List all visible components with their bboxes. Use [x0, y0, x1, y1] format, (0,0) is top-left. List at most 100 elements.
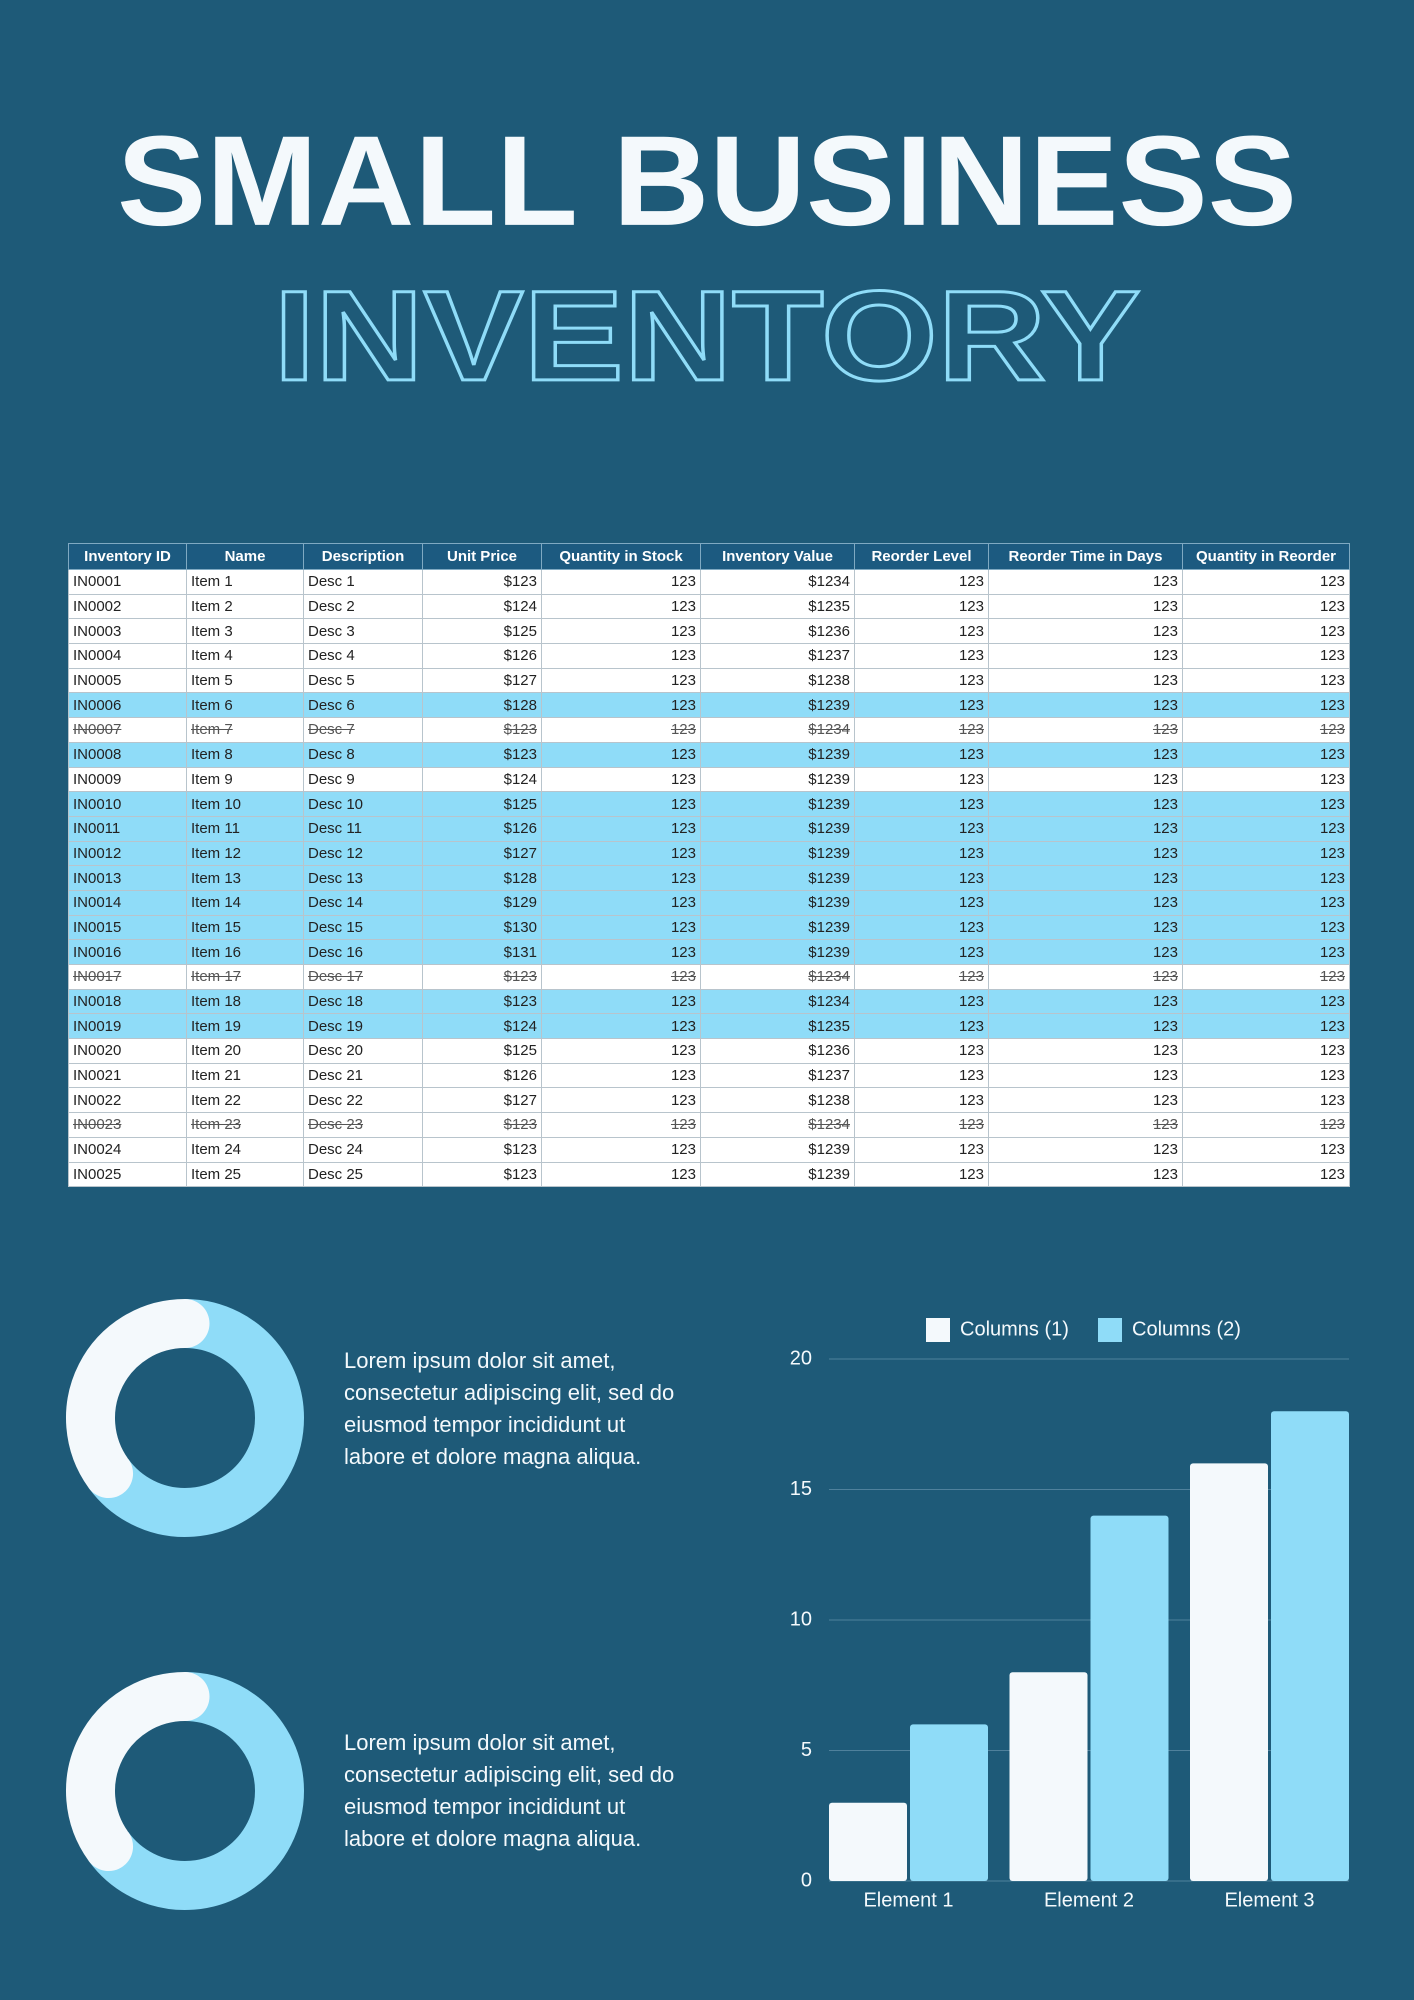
x-tick-label: Element 3: [1224, 1889, 1314, 1911]
table-row: IN0015 Item 15 Desc 15 $130 123 $1239 123 123 12…: [68, 914, 1350, 941]
table-row: IN0007 Item 7 Desc 7 $123 123 $1234 123 123 123: [68, 717, 1350, 743]
table-cell: 123: [541, 643, 701, 669]
table-row: IN0018 Item 18 Desc 18 $123 123 $1234 123 123 12…: [68, 988, 1350, 1015]
table-cell: Item 8: [186, 741, 304, 768]
table-cell: 123: [854, 1161, 989, 1188]
table-cell: Desc 17: [303, 964, 423, 990]
table-cell: IN0016: [68, 939, 187, 965]
column-header: Reorder Time in Days: [988, 543, 1183, 570]
table-cell: $1237: [700, 1062, 855, 1089]
table-cell: Desc 24: [303, 1136, 423, 1163]
table-cell: IN0025: [68, 1161, 187, 1188]
table-row: IN0005 Item 5 Desc 5 $127 123 $1238 123 123 123: [68, 667, 1350, 694]
table-cell: 123: [988, 791, 1183, 817]
table-cell: 123: [541, 766, 701, 793]
table-cell: Item 15: [186, 914, 304, 941]
table-cell: Item 10: [186, 791, 304, 817]
table-cell: 123: [541, 1161, 701, 1188]
table-cell: Item 24: [186, 1136, 304, 1163]
table-cell: IN0010: [68, 791, 187, 817]
table-cell: 123: [541, 692, 701, 719]
y-tick-label: 10: [790, 1608, 812, 1630]
table-cell: Desc 4: [303, 643, 423, 669]
table-row: IN0001 Item 1 Desc 1 $123 123 $1234 123 123 123: [68, 569, 1350, 595]
table-cell: 123: [988, 717, 1183, 743]
table-cell: 123: [541, 840, 701, 867]
table-cell: $128: [422, 865, 542, 891]
table-cell: 123: [988, 964, 1183, 990]
legend-label: Columns (2): [1132, 1318, 1241, 1340]
table-cell: 123: [988, 1038, 1183, 1064]
table-cell: IN0008: [68, 741, 187, 768]
table-row: IN0002 Item 2 Desc 2 $124 123 $1235 123 123 123: [68, 593, 1350, 620]
table-cell: 123: [988, 865, 1183, 891]
table-cell: $129: [422, 889, 542, 916]
donut-text: consectetur adipiscing elit, sed do: [344, 1380, 674, 1405]
table-cell: 123: [1182, 840, 1350, 867]
table-cell: $1234: [700, 569, 855, 595]
table-cell: Item 23: [186, 1112, 304, 1138]
table-cell: 123: [854, 840, 989, 867]
table-cell: 123: [541, 914, 701, 941]
table-cell: 123: [541, 1112, 701, 1138]
table-row: IN0010 Item 10 Desc 10 $125 123 $1239 123 123 12…: [68, 791, 1350, 817]
table-cell: 123: [1182, 643, 1350, 669]
table-row: IN0019 Item 19 Desc 19 $124 123 $1235 123 123 12…: [68, 1013, 1350, 1040]
table-cell: 123: [1182, 1161, 1350, 1188]
donut-text: eiusmod tempor incididunt ut: [344, 1412, 625, 1437]
donut-segment: [88, 1672, 304, 1910]
table-cell: 123: [854, 1112, 989, 1138]
table-cell: 123: [854, 643, 989, 669]
table-cell: 123: [988, 840, 1183, 867]
table-cell: Desc 14: [303, 889, 423, 916]
bar: [829, 1802, 907, 1881]
table-cell: 123: [988, 1112, 1183, 1138]
table-cell: $123: [422, 569, 542, 595]
table-cell: 123: [988, 618, 1183, 645]
table-cell: Desc 12: [303, 840, 423, 867]
donut-text: eiusmod tempor incididunt ut: [344, 1794, 625, 1819]
table-cell: IN0003: [68, 618, 187, 645]
table-row: IN0009 Item 9 Desc 9 $124 123 $1239 123 123 123: [68, 766, 1350, 793]
donut-segment: [88, 1299, 304, 1537]
table-cell: 123: [988, 939, 1183, 965]
table-cell: 123: [988, 643, 1183, 669]
table-cell: $123: [422, 1136, 542, 1163]
table-cell: IN0007: [68, 717, 187, 743]
table-cell: Desc 23: [303, 1112, 423, 1138]
table-row: IN0014 Item 14 Desc 14 $129 123 $1239 123 123 12…: [68, 889, 1350, 916]
table-cell: 123: [854, 939, 989, 965]
table-cell: 123: [854, 593, 989, 620]
y-tick-label: 15: [790, 1478, 812, 1500]
table-cell: IN0019: [68, 1013, 187, 1040]
table-cell: Desc 18: [303, 988, 423, 1015]
table-row: IN0022 Item 22 Desc 22 $127 123 $1238 123 123 12…: [68, 1087, 1350, 1114]
table-cell: Item 20: [186, 1038, 304, 1064]
table-cell: 123: [988, 692, 1183, 719]
column-header: Quantity in Reorder: [1182, 543, 1350, 570]
bar: [1271, 1411, 1349, 1881]
table-cell: IN0014: [68, 889, 187, 916]
table-cell: IN0020: [68, 1038, 187, 1064]
table-cell: $1239: [700, 865, 855, 891]
table-cell: 123: [541, 717, 701, 743]
table-cell: 123: [1182, 865, 1350, 891]
table-cell: $123: [422, 1161, 542, 1188]
column-header: Quantity in Stock: [541, 543, 701, 570]
table-cell: Desc 1: [303, 569, 423, 595]
table-cell: 123: [988, 667, 1183, 694]
table-cell: $1239: [700, 840, 855, 867]
x-tick-label: Element 2: [1044, 1889, 1134, 1911]
table-cell: $1238: [700, 1087, 855, 1114]
table-cell: $123: [422, 964, 542, 990]
table-cell: 123: [541, 1136, 701, 1163]
table-cell: 123: [1182, 988, 1350, 1015]
table-cell: 123: [988, 593, 1183, 620]
table-cell: 123: [541, 815, 701, 842]
table-cell: Item 18: [186, 988, 304, 1015]
table-cell: IN0015: [68, 914, 187, 941]
table-cell: IN0018: [68, 988, 187, 1015]
table-cell: 123: [541, 889, 701, 916]
table-cell: 123: [854, 914, 989, 941]
